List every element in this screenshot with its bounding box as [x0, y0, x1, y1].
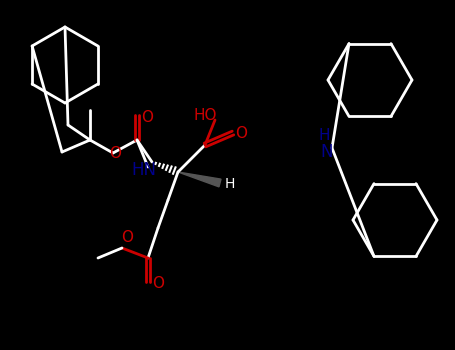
- Text: N: N: [321, 143, 333, 161]
- Text: O: O: [141, 110, 153, 125]
- Polygon shape: [178, 172, 221, 187]
- Text: H: H: [225, 177, 235, 191]
- Text: H: H: [318, 128, 330, 143]
- Text: O: O: [109, 147, 121, 161]
- Text: O: O: [152, 276, 164, 292]
- Text: HO: HO: [193, 108, 217, 124]
- Text: O: O: [121, 231, 133, 245]
- Text: O: O: [235, 126, 247, 141]
- Text: HN: HN: [131, 161, 157, 179]
